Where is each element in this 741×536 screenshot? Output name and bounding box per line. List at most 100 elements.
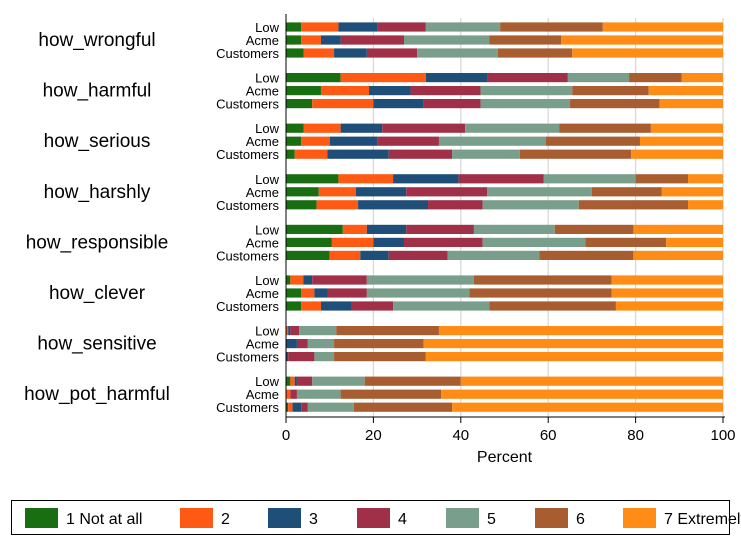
- bar-segment: [554, 224, 634, 234]
- bar-segment: [438, 136, 547, 146]
- bar-segment: [301, 301, 321, 311]
- bar-segment: [286, 48, 304, 58]
- bar-segment: [307, 339, 335, 349]
- bar-segment: [635, 174, 689, 184]
- bar-segment: [487, 187, 592, 197]
- row-label: Low: [255, 324, 279, 339]
- bar-segment: [307, 402, 354, 412]
- group-label: how_responsible: [26, 232, 169, 253]
- bar-segment: [290, 326, 300, 336]
- bar-segment: [611, 288, 723, 298]
- bar-segment: [648, 86, 723, 96]
- bar-segment: [591, 187, 662, 197]
- bar-segment: [301, 35, 321, 45]
- legend-swatch: [535, 508, 568, 528]
- legend-swatch: [180, 508, 213, 528]
- bar-segment: [633, 224, 723, 234]
- bar-segment: [286, 389, 291, 399]
- row-label: Acme: [246, 185, 279, 200]
- bar-segment: [353, 402, 453, 412]
- row-label: Acme: [246, 337, 279, 352]
- bar-segment: [334, 339, 424, 349]
- bar-segment: [286, 402, 289, 412]
- bar-segment: [482, 237, 586, 247]
- bar-segment: [312, 99, 374, 109]
- bar-segment: [460, 376, 723, 386]
- bar-segment: [286, 288, 302, 298]
- bar-segment: [447, 250, 540, 260]
- x-tick-label: 100: [710, 427, 735, 444]
- bar-segment: [294, 149, 328, 159]
- bar-segment: [340, 123, 383, 133]
- bar-segment: [377, 22, 426, 32]
- bar-segment: [681, 73, 723, 83]
- bar-segment: [314, 288, 328, 298]
- bar-segment: [286, 376, 291, 386]
- bar-segment: [567, 73, 630, 83]
- bar-segment: [417, 48, 498, 58]
- row-label: Low: [255, 121, 279, 136]
- bar-segment: [334, 352, 426, 362]
- bar-segment: [639, 136, 723, 146]
- row-label: Customers: [216, 400, 279, 415]
- row-label: Low: [255, 222, 279, 237]
- bar-segment: [688, 174, 723, 184]
- bar-segment: [366, 275, 474, 285]
- group-label: how_serious: [44, 131, 151, 152]
- legend-swatch: [25, 508, 58, 528]
- bar-segment: [286, 99, 313, 109]
- bar-segment: [543, 174, 636, 184]
- row-label: Customers: [216, 248, 279, 263]
- bar-segment: [327, 149, 389, 159]
- bar-segment: [441, 389, 723, 399]
- bar-segment: [425, 22, 501, 32]
- legend-swatch: [268, 508, 301, 528]
- bar-segment: [334, 48, 367, 58]
- row-label: Customers: [216, 97, 279, 112]
- bar-segment: [500, 22, 603, 32]
- legend-label: 3: [309, 511, 318, 528]
- bar-segment: [331, 237, 374, 247]
- bar-segment: [473, 275, 612, 285]
- bar-segment: [299, 326, 337, 336]
- bar-segment: [286, 326, 289, 336]
- bar-segment: [373, 237, 404, 247]
- bar-segment: [615, 301, 723, 311]
- bar-segment: [316, 200, 359, 210]
- bar-segment: [465, 123, 560, 133]
- bar-segment: [629, 73, 682, 83]
- bar-segment: [329, 136, 378, 146]
- bar-segment: [318, 187, 356, 197]
- bar-segment: [602, 22, 723, 32]
- bar-segment: [578, 200, 689, 210]
- bar-segment: [659, 99, 723, 109]
- bar-segment: [286, 250, 330, 260]
- group-label: how_wrongful: [38, 30, 155, 51]
- x-tick-label: 60: [540, 427, 557, 444]
- bar-segment: [572, 86, 649, 96]
- bar-segment: [366, 288, 470, 298]
- bar-segment: [288, 352, 315, 362]
- row-label: Customers: [216, 198, 279, 213]
- legend-label: 1 Not at all: [66, 511, 142, 528]
- bar-segment: [312, 275, 367, 285]
- bar-segment: [292, 402, 302, 412]
- x-tick-label: 20: [365, 427, 382, 444]
- legend-label: 7 Extremely: [664, 511, 741, 528]
- group-label: how_harshly: [44, 182, 151, 203]
- bar-segment: [661, 187, 723, 197]
- bar-segment: [546, 136, 640, 146]
- bar-segment: [572, 48, 723, 58]
- bar-segment: [428, 200, 483, 210]
- group-label: how_pot_harmful: [24, 384, 170, 405]
- bar-segment: [286, 35, 302, 45]
- row-label: Low: [255, 374, 279, 389]
- bar-segment: [286, 200, 317, 210]
- bar-segment: [666, 237, 723, 247]
- bar-segment: [480, 86, 573, 96]
- bar-segment: [410, 86, 481, 96]
- bar-segment: [286, 187, 319, 197]
- legend-swatch: [446, 508, 479, 528]
- bar-segment: [296, 376, 313, 386]
